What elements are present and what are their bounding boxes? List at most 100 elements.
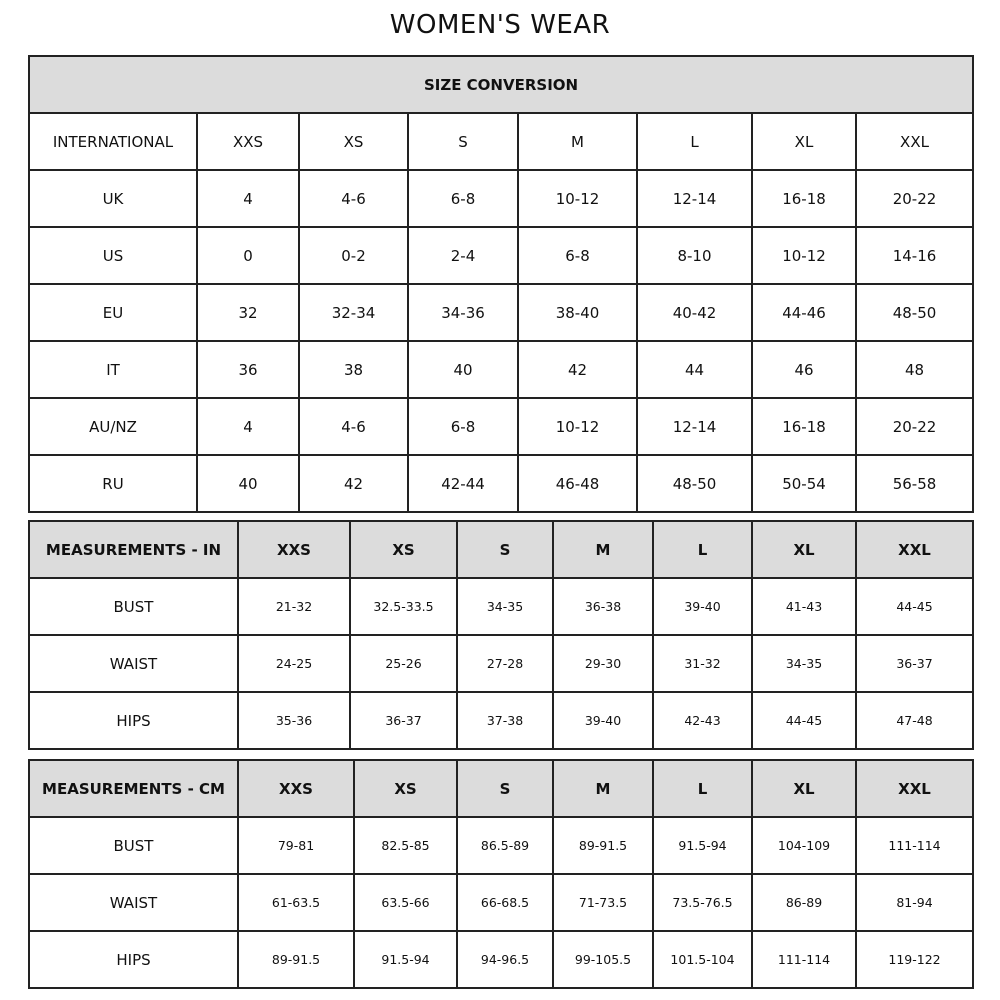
table-cell: 34-35	[456, 577, 554, 636]
row-label: US	[28, 226, 198, 285]
table-row: EU 32 32-34 34-36 38-40 40-42 44-46 48-50	[28, 283, 975, 342]
column-header: XXL	[854, 112, 975, 171]
table-cell: 4-6	[298, 397, 409, 456]
table-cell: 36-37	[855, 634, 974, 693]
row-header-label: MEASUREMENTS - CM	[28, 759, 239, 818]
table-cell: 40	[196, 454, 300, 513]
table-cell: 119-122	[855, 930, 974, 989]
table-cell: 10-12	[517, 397, 638, 456]
table-cell: 111-114	[855, 816, 974, 875]
column-header: XL	[751, 759, 857, 818]
table-cell: 4	[196, 169, 300, 228]
table-cell: 63.5-66	[353, 873, 458, 932]
table-cell: 20-22	[854, 397, 975, 456]
table-cell: 16-18	[751, 397, 857, 456]
column-header: XS	[298, 112, 409, 171]
table-cell: 46-48	[517, 454, 638, 513]
row-label: BUST	[28, 577, 239, 636]
column-header: L	[652, 759, 753, 818]
table-cell: 42-43	[652, 691, 753, 750]
table-cell: 14-16	[854, 226, 975, 285]
header-row: MEASUREMENTS - CM XXS XS S M L XL XXL	[28, 759, 974, 818]
table-cell: 32.5-33.5	[349, 577, 458, 636]
table-heading-row: SIZE CONVERSION	[27, 55, 975, 114]
table-cell: 99-105.5	[552, 930, 654, 989]
table-cell: 44-45	[855, 577, 974, 636]
column-header: XL	[751, 520, 857, 579]
column-header: S	[456, 520, 554, 579]
table-cell: 27-28	[456, 634, 554, 693]
table-cell: 32-34	[298, 283, 409, 342]
column-header: XXS	[237, 520, 351, 579]
row-label: AU/NZ	[28, 397, 198, 456]
table-cell: 36-38	[552, 577, 654, 636]
row-label: WAIST	[28, 634, 239, 693]
table-row: AU/NZ 4 4-6 6-8 10-12 12-14 16-18 20-22	[28, 397, 975, 456]
table-heading: SIZE CONVERSION	[27, 55, 975, 114]
table-cell: 44-45	[751, 691, 857, 750]
row-label: IT	[28, 340, 198, 399]
header-row: MEASUREMENTS - IN XXS XS S M L XL XXL	[28, 520, 974, 579]
table-cell: 6-8	[517, 226, 638, 285]
table-cell: 35-36	[237, 691, 351, 750]
column-header: L	[652, 520, 753, 579]
column-header: XXS	[237, 759, 355, 818]
table-cell: 44-46	[751, 283, 857, 342]
column-header: XL	[751, 112, 857, 171]
column-header: M	[552, 759, 654, 818]
table-cell: 21-32	[237, 577, 351, 636]
table-row: US 0 0-2 2-4 6-8 8-10 10-12 14-16	[28, 226, 975, 285]
table-cell: 48	[854, 340, 975, 399]
table-cell: 50-54	[751, 454, 857, 513]
column-header: S	[456, 759, 554, 818]
row-header-label: INTERNATIONAL	[28, 112, 198, 171]
table-cell: 16-18	[751, 169, 857, 228]
table-cell: 46	[751, 340, 857, 399]
table-row: IT 36 38 40 42 44 46 48	[28, 340, 975, 399]
table-cell: 56-58	[854, 454, 975, 513]
column-header: L	[636, 112, 753, 171]
table-cell: 10-12	[751, 226, 857, 285]
column-header: M	[552, 520, 654, 579]
table-cell: 66-68.5	[456, 873, 554, 932]
row-label: BUST	[28, 816, 239, 875]
table-cell: 40	[407, 340, 519, 399]
table-cell: 47-48	[855, 691, 974, 750]
table-row: WAIST 24-25 25-26 27-28 29-30 31-32 34-35 36-37	[28, 634, 974, 693]
table-cell: 37-38	[456, 691, 554, 750]
size-conversion-table: SIZE CONVERSION INTERNATIONAL XXS XS S M L XL XX…	[27, 55, 975, 513]
table-row: HIPS 35-36 36-37 37-38 39-40 42-43 44-45 47-48	[28, 691, 974, 750]
table-cell: 0-2	[298, 226, 409, 285]
table-cell: 32	[196, 283, 300, 342]
table-row: BUST 21-32 32.5-33.5 34-35 36-38 39-40 41-43 44…	[28, 577, 974, 636]
table-cell: 82.5-85	[353, 816, 458, 875]
table-row: BUST 79-81 82.5-85 86.5-89 89-91.5 91.5-94 104…	[28, 816, 974, 875]
row-label: HIPS	[28, 930, 239, 989]
table-cell: 42	[298, 454, 409, 513]
table-row: RU 40 42 42-44 46-48 48-50 50-54 56-58	[28, 454, 975, 513]
table-cell: 24-25	[237, 634, 351, 693]
table-cell: 41-43	[751, 577, 857, 636]
column-header: XXS	[196, 112, 300, 171]
table-cell: 48-50	[854, 283, 975, 342]
table-cell: 40-42	[636, 283, 753, 342]
column-header: XXL	[855, 759, 974, 818]
table-cell: 81-94	[855, 873, 974, 932]
table-cell: 29-30	[552, 634, 654, 693]
row-label: RU	[28, 454, 198, 513]
table-cell: 20-22	[854, 169, 975, 228]
table-cell: 25-26	[349, 634, 458, 693]
column-header: XS	[349, 520, 458, 579]
table-cell: 111-114	[751, 930, 857, 989]
table-cell: 34-35	[751, 634, 857, 693]
header-row: INTERNATIONAL XXS XS S M L XL XXL	[28, 112, 975, 171]
table-cell: 39-40	[552, 691, 654, 750]
table-cell: 71-73.5	[552, 873, 654, 932]
table-cell: 31-32	[652, 634, 753, 693]
table-cell: 6-8	[407, 169, 519, 228]
table-cell: 61-63.5	[237, 873, 355, 932]
table-cell: 44	[636, 340, 753, 399]
table-cell: 91.5-94	[353, 930, 458, 989]
page-title: WOMEN'S WEAR	[389, 10, 611, 40]
table-row: HIPS 89-91.5 91.5-94 94-96.5 99-105.5 101.5-1…	[28, 930, 974, 989]
